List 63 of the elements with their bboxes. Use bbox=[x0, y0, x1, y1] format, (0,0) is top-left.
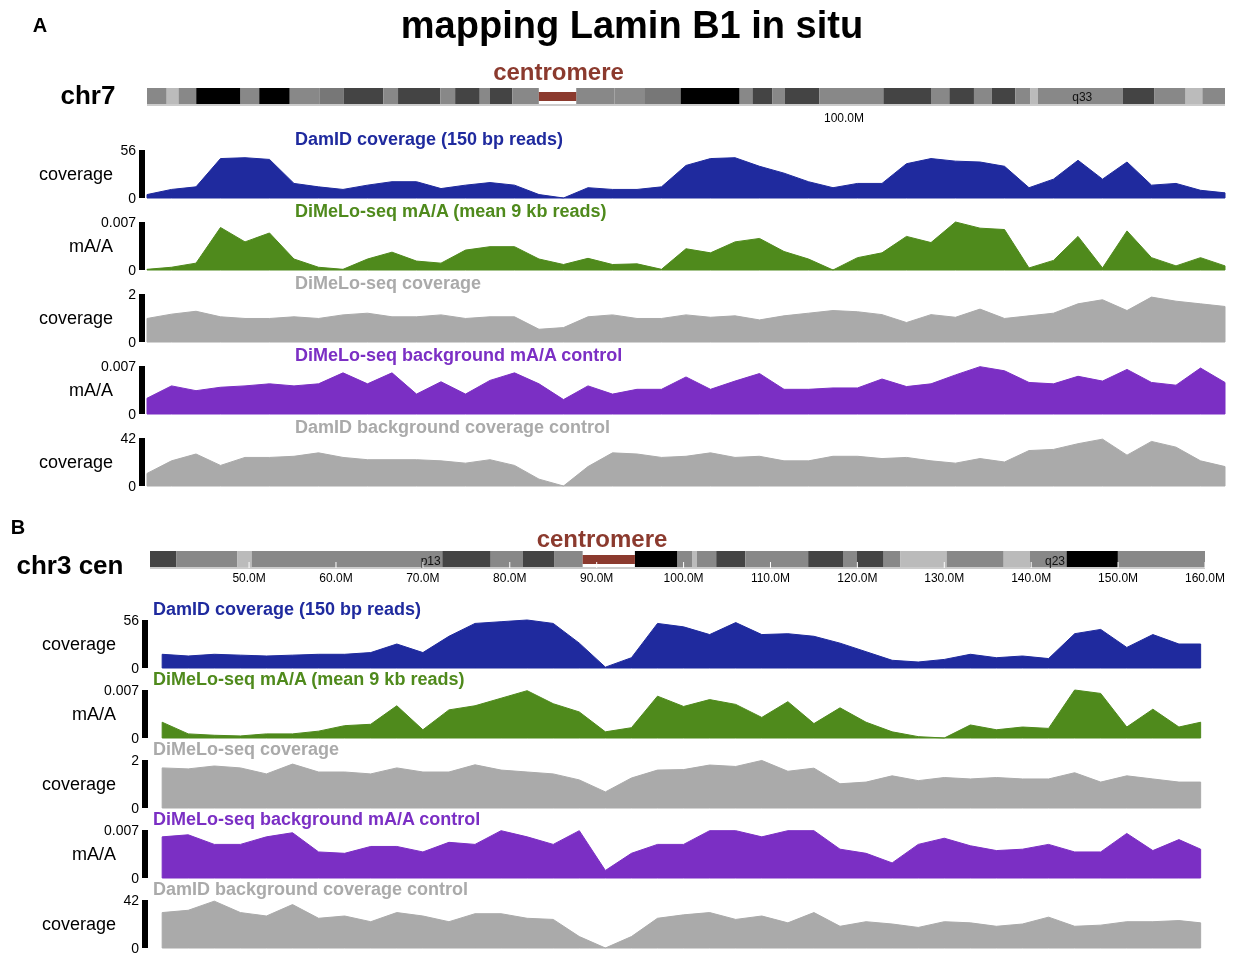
series-label: DiMeLo-seq background mA/A control bbox=[295, 345, 623, 365]
y-tick-label: 0 bbox=[131, 800, 140, 816]
x-tick-label: 110.0M bbox=[750, 571, 791, 585]
text: A bbox=[32, 14, 48, 36]
y-tick-label: 56 bbox=[120, 142, 137, 158]
y-tick-label: 0 bbox=[128, 190, 137, 206]
text: chr7 bbox=[60, 80, 116, 110]
series-label: DamID coverage (150 bp reads) bbox=[295, 129, 564, 149]
series-label: DamID coverage (150 bp reads) bbox=[153, 599, 422, 619]
text: 100.0M bbox=[823, 111, 865, 125]
x-tick-label: 160.0M bbox=[1184, 571, 1226, 585]
x-tick-label: 90.0M bbox=[580, 571, 614, 585]
text: chr3 cen bbox=[16, 550, 124, 580]
x-tick-label: 150.0M bbox=[1098, 571, 1139, 585]
text: B bbox=[10, 516, 26, 538]
series-label: DiMeLo-seq background mA/A control bbox=[153, 809, 481, 829]
text: centromere bbox=[536, 525, 668, 552]
y-tick-label: 0 bbox=[128, 334, 137, 350]
series-label: DiMeLo-seq coverage bbox=[153, 739, 340, 759]
y-tick-label: 0 bbox=[128, 478, 137, 494]
text: q33 bbox=[1072, 90, 1093, 104]
y-axis-title: coverage bbox=[41, 914, 116, 934]
chart-title: mapping Lamin B1 in situ bbox=[400, 4, 864, 46]
x-tick-label: 100.0M bbox=[663, 571, 704, 585]
series-label: DiMeLo-seq coverage bbox=[295, 273, 482, 293]
x-tick-label: 130.0M bbox=[924, 571, 965, 585]
y-axis-title: mA/A bbox=[68, 236, 113, 256]
y-axis-title: mA/A bbox=[71, 844, 116, 864]
y-tick-label: 42 bbox=[120, 430, 137, 446]
y-axis-title: coverage bbox=[41, 774, 116, 794]
text: q23 bbox=[1044, 554, 1066, 568]
y-tick-label: 0.007 bbox=[103, 822, 140, 838]
y-axis-title: mA/A bbox=[71, 704, 116, 724]
x-tick-label: 50.0M bbox=[232, 571, 266, 585]
series-label: DamID background coverage control bbox=[153, 879, 469, 899]
y-tick-label: 42 bbox=[123, 892, 140, 908]
y-tick-label: 0 bbox=[128, 262, 137, 278]
text: p13 bbox=[420, 554, 442, 568]
y-tick-label: 0.007 bbox=[100, 358, 137, 374]
series-label: DamID background coverage control bbox=[295, 417, 611, 437]
y-tick-label: 0 bbox=[131, 730, 140, 746]
y-axis-title: coverage bbox=[38, 164, 113, 184]
x-tick-label: 140.0M bbox=[1011, 571, 1052, 585]
y-tick-label: 2 bbox=[131, 752, 140, 768]
series-label: DiMeLo-seq mA/A (mean 9 kb reads) bbox=[153, 669, 465, 689]
y-tick-label: 0 bbox=[131, 940, 140, 956]
text: centromere bbox=[493, 58, 624, 85]
y-axis-title: coverage bbox=[38, 308, 113, 328]
y-tick-label: 0 bbox=[131, 870, 140, 886]
y-tick-label: 56 bbox=[123, 612, 140, 628]
y-axis-title: coverage bbox=[41, 634, 116, 654]
y-tick-label: 0.007 bbox=[103, 682, 140, 698]
series-label: DiMeLo-seq mA/A (mean 9 kb reads) bbox=[295, 201, 607, 221]
y-tick-label: 0 bbox=[128, 406, 137, 422]
x-tick-label: 120.0M bbox=[837, 571, 878, 585]
y-axis-title: coverage bbox=[38, 452, 113, 472]
y-tick-label: 2 bbox=[128, 286, 137, 302]
x-tick-label: 60.0M bbox=[319, 571, 353, 585]
y-tick-label: 0.007 bbox=[100, 214, 137, 230]
x-tick-label: 70.0M bbox=[406, 571, 440, 585]
y-tick-label: 0 bbox=[131, 660, 140, 676]
y-axis-title: mA/A bbox=[68, 380, 113, 400]
x-tick-label: 80.0M bbox=[493, 571, 527, 585]
